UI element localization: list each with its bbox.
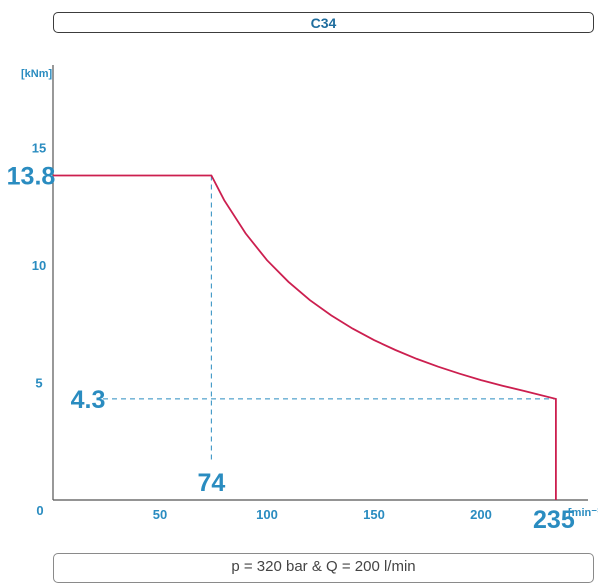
- guide-lines: [103, 175, 556, 462]
- annotation-labels: 74 235 13.8 4.3: [7, 163, 575, 534]
- torque-curve: [53, 174, 557, 500]
- y-tick-label: 10: [32, 258, 46, 273]
- y-tick-label: 5: [35, 375, 42, 390]
- x-tick-label: 150: [363, 507, 385, 522]
- chart-title: C34: [310, 14, 337, 31]
- chart-conditions: p = 320 bar & Q = 200 l/min: [231, 558, 416, 575]
- annotation-label-13-8: 13.8: [7, 163, 56, 191]
- x-tick-label: 200: [470, 507, 492, 522]
- x-tick-label: 50: [153, 507, 167, 522]
- axes: [52, 65, 588, 501]
- tick-labels: 50 100 150 200 0 5 10 15: [32, 140, 492, 522]
- annotation-label-235: 235: [533, 506, 575, 534]
- chart-conditions-box: p = 320 bar & Q = 200 l/min: [53, 553, 594, 583]
- annotation-label-74: 74: [197, 469, 225, 497]
- y-axis-unit: [kNm]: [21, 68, 53, 80]
- x-axis-unit: [min⁻¹]: [568, 507, 598, 519]
- y-tick-label: 15: [32, 140, 46, 155]
- chart-title-box: C34: [53, 12, 594, 33]
- y-tick-label: 0: [36, 503, 43, 518]
- x-tick-label: 100: [256, 507, 278, 522]
- annotation-label-4-3: 4.3: [71, 386, 106, 414]
